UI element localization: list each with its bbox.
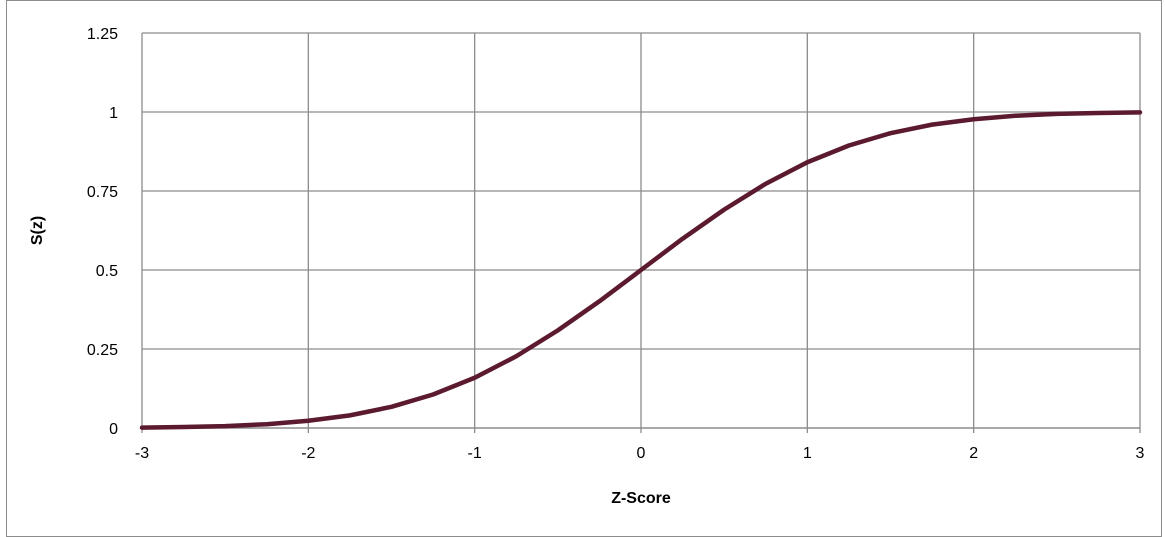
series-layer — [139, 110, 1143, 430]
x-tick-label: -1 — [468, 445, 482, 462]
x-axis-title: Z-Score — [611, 490, 671, 507]
x-tick-label: 1 — [803, 445, 812, 462]
y-tick-label: 0.25 — [87, 342, 118, 359]
chart-border — [6, 0, 1162, 537]
y-tick-label: 0.75 — [87, 184, 118, 201]
x-tick-label: 2 — [969, 445, 978, 462]
y-tick-label: 1 — [109, 105, 118, 122]
y-tick-label: 1.25 — [87, 26, 118, 43]
y-axis-title: S(z) — [29, 216, 46, 245]
x-tick-label: 0 — [637, 445, 646, 462]
tick-labels: -3 -2 -1 0 1 2 3 0 0.25 0.5 0.75 1 1.25 — [87, 26, 1145, 462]
x-tick-label: -3 — [135, 445, 149, 462]
x-tick-label: -2 — [301, 445, 315, 462]
x-tick-label: 3 — [1136, 445, 1145, 462]
y-tick-label: 0 — [109, 421, 118, 438]
series-line — [139, 110, 1143, 430]
y-tick-label: 0.5 — [96, 263, 118, 280]
